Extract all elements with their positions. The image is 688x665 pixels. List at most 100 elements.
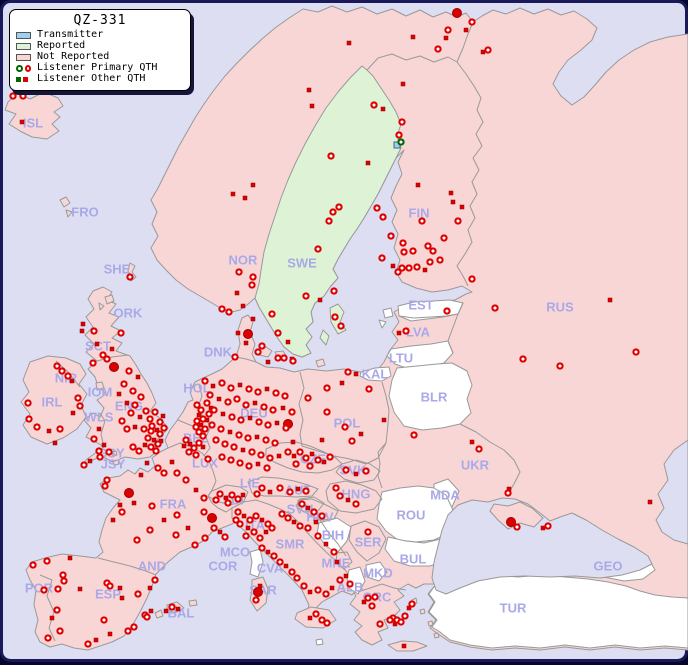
country-label-mco: MCO <box>220 545 250 560</box>
listener-cluster-marker <box>506 517 516 527</box>
listener-primary-marker <box>352 500 360 508</box>
legend-item-listener-primary: Listener Primary QTH <box>16 63 184 73</box>
listener-other-marker <box>138 472 144 478</box>
country-label-lie: LIE <box>240 476 261 491</box>
listener-primary-marker <box>173 511 181 519</box>
island-hiiumaa <box>378 319 387 329</box>
listener-primary-marker <box>260 403 268 411</box>
listener-other-marker <box>250 182 256 188</box>
listener-other-marker <box>274 420 280 426</box>
listener-other-marker <box>263 529 269 535</box>
listener-primary-marker <box>148 422 156 430</box>
listener-primary-marker <box>418 217 426 225</box>
listener-primary-marker <box>280 354 288 362</box>
reported-swatch <box>16 42 31 50</box>
listener-primary-marker <box>397 618 405 626</box>
legend-item-transmitter: Transmitter <box>16 30 184 40</box>
listener-other-marker <box>309 451 315 457</box>
listener-primary-marker <box>289 357 297 365</box>
country-label-dnk: DNK <box>204 345 233 360</box>
listener-other-marker <box>80 321 86 327</box>
listener-other-marker <box>319 437 325 443</box>
listener-primary-marker <box>370 101 378 109</box>
listener-primary-marker <box>225 308 233 316</box>
listener-primary-marker <box>206 391 214 399</box>
listener-primary-marker <box>237 416 245 424</box>
listener-primary-marker <box>314 245 322 253</box>
listener-other-marker <box>358 431 364 437</box>
listener-other-marker <box>52 440 58 446</box>
country-label-isl: ISL <box>23 116 43 131</box>
listener-other-marker <box>181 443 187 449</box>
listener-primary-marker <box>146 415 154 423</box>
listener-primary-marker <box>269 406 277 414</box>
legend-item-listener-other: Listener Other QTH <box>16 74 184 84</box>
listener-other-marker <box>463 27 469 33</box>
listener-primary-marker <box>208 421 216 429</box>
listener-primary-marker <box>217 425 225 433</box>
listener-other-marker <box>450 199 456 205</box>
listener-primary-marker <box>398 118 406 126</box>
listener-cluster-marker <box>124 488 134 498</box>
listener-primary-marker <box>89 359 97 367</box>
listener-other-marker <box>265 549 271 555</box>
country-macedonia <box>365 561 388 582</box>
listener-primary-marker <box>224 499 232 507</box>
listener-primary-marker <box>491 304 499 312</box>
country-label-swe: SWE <box>287 256 317 271</box>
listener-primary-marker <box>201 425 209 433</box>
listener-primary-marker <box>395 131 403 139</box>
country-label-blr: BLR <box>421 390 448 405</box>
listener-other-marker <box>93 637 99 643</box>
listener-primary-marker <box>632 348 640 356</box>
country-label-bih: BIH <box>322 528 344 543</box>
listener-primary-marker <box>182 436 190 444</box>
country-iceland <box>4 91 64 140</box>
listener-primary-marker <box>154 464 162 472</box>
other-qth-icon <box>16 76 31 82</box>
listener-other-marker <box>187 441 193 447</box>
listener-primary-marker <box>212 436 220 444</box>
listener-primary-marker <box>151 408 159 416</box>
listener-primary-marker <box>224 398 232 406</box>
listener-primary-marker <box>248 448 256 456</box>
listener-other-marker <box>280 405 286 411</box>
listener-other-marker <box>255 461 261 467</box>
listener-primary-marker <box>230 443 238 451</box>
listener-primary-marker <box>264 421 272 429</box>
listener-primary-marker <box>519 355 527 363</box>
country-label-svn: SVN <box>287 502 314 517</box>
listener-other-marker <box>240 303 246 309</box>
listener-primary-marker <box>504 489 512 497</box>
listener-primary-marker <box>9 92 17 100</box>
listener-primary-marker <box>146 526 154 534</box>
listener-other-marker <box>237 382 243 388</box>
listener-primary-marker <box>218 453 226 461</box>
listener-primary-marker <box>402 327 410 335</box>
listener-primary-marker <box>378 254 386 262</box>
listener-other-marker <box>307 589 313 595</box>
listener-primary-marker <box>245 462 253 470</box>
listener-primary-marker <box>468 18 476 26</box>
listener-primary-marker <box>127 409 135 417</box>
listener-other-marker <box>96 426 102 432</box>
country-label-nor: NOR <box>229 253 259 268</box>
listener-primary-marker <box>314 586 322 594</box>
listener-primary-marker <box>84 640 92 648</box>
island-jersey <box>112 459 120 466</box>
listener-other-marker <box>396 330 402 336</box>
listener-primary-marker <box>123 425 131 433</box>
listener-primary-marker <box>212 496 220 504</box>
listener-other-marker <box>70 410 76 416</box>
listener-primary-marker <box>256 534 264 542</box>
listener-primary-marker <box>314 532 322 540</box>
listener-primary-marker <box>90 327 98 335</box>
listener-other-marker <box>151 437 157 443</box>
listener-primary-marker <box>54 585 62 593</box>
listener-primary-marker <box>130 623 138 631</box>
listener-primary-marker <box>296 522 304 530</box>
listener-primary-marker <box>156 418 164 426</box>
listener-primary-marker <box>218 305 226 313</box>
listener-other-marker <box>242 195 248 201</box>
listener-primary-marker <box>346 580 354 588</box>
